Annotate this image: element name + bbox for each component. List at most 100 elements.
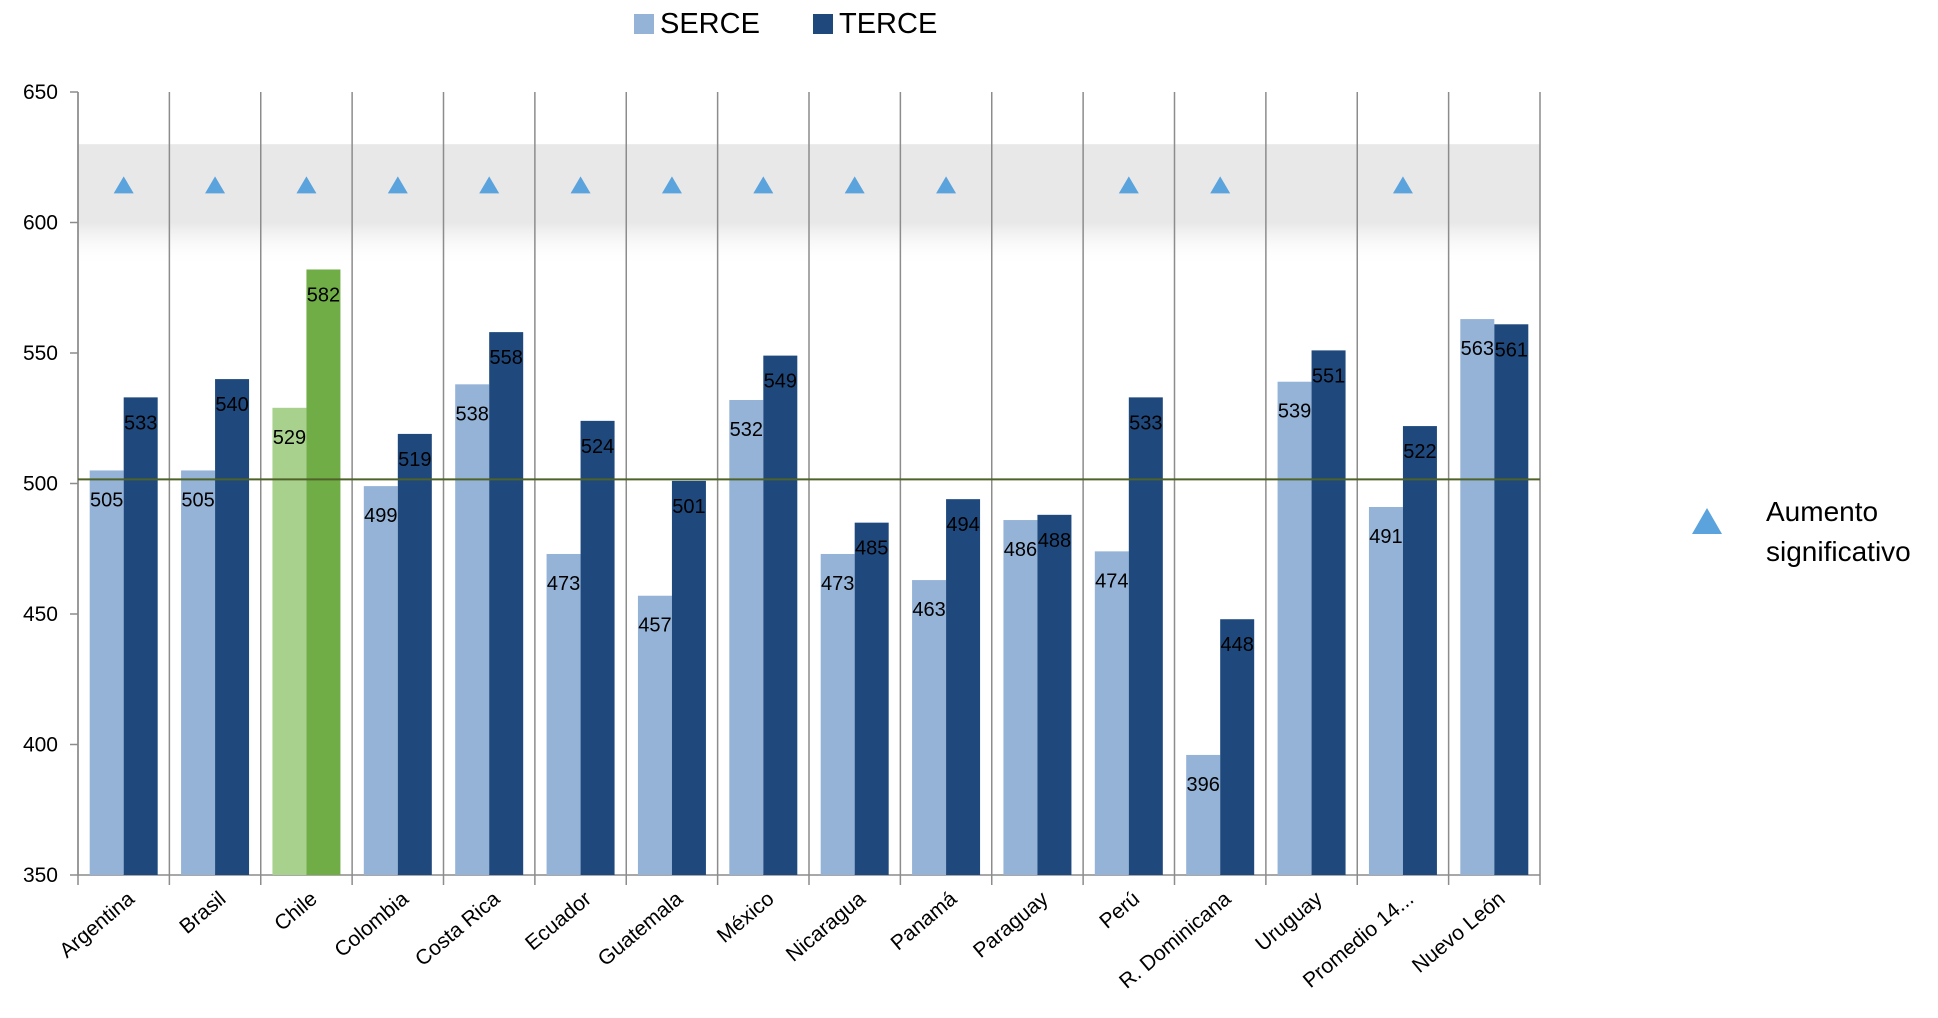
bar-serce [89, 470, 124, 875]
bar-serce [729, 399, 764, 875]
bar-serce [637, 595, 672, 875]
triangle-up-icon [479, 176, 500, 194]
y-tick-label: 350 [23, 864, 58, 887]
bar-terce [1037, 514, 1072, 875]
bar-terce [306, 269, 341, 876]
data-label-terce: 522 [1403, 441, 1436, 463]
data-label-serce: 473 [547, 573, 580, 595]
bar-terce [1220, 619, 1255, 875]
data-label-serce: 505 [90, 489, 123, 511]
marker-legend-text: Aumento significativo [1766, 492, 1911, 572]
legend-label-serce: SERCE [660, 7, 760, 40]
data-label-terce: 540 [215, 394, 248, 416]
bar-serce [363, 486, 398, 875]
data-label-serce: 486 [1004, 539, 1037, 561]
category-label: Paraguay [969, 887, 1053, 963]
category-label: Nuevo León [1408, 887, 1510, 977]
y-tick-label: 400 [23, 734, 58, 757]
triangle-up-icon [844, 176, 865, 194]
data-label-terce: 524 [581, 436, 614, 458]
category-label: Argentina [55, 887, 139, 963]
bar-serce [820, 553, 855, 875]
data-label-terce: 582 [307, 284, 340, 306]
triangle-up-icon [1118, 176, 1139, 194]
category-label: Perú [1095, 887, 1144, 933]
triangle-up-icon [753, 176, 774, 194]
data-label-serce: 457 [638, 615, 671, 637]
triangle-up-icon [296, 176, 317, 194]
data-label-serce: 505 [181, 489, 214, 511]
legend-label-terce: TERCE [839, 7, 938, 40]
data-label-terce: 501 [672, 496, 705, 518]
category-label: Colombia [330, 887, 413, 962]
bar-terce [215, 379, 250, 875]
data-label-terce: 485 [855, 538, 888, 560]
bar-terce [1402, 426, 1437, 875]
triangle-up-icon [1210, 176, 1231, 194]
triangle-up-icon [1392, 176, 1413, 194]
category-label: Costa Rica [411, 887, 505, 971]
data-label-serce: 463 [912, 599, 945, 621]
data-label-serce: 396 [1187, 774, 1220, 796]
bar-terce [1494, 324, 1529, 875]
legend-item-terce: TERCE [813, 4, 937, 44]
marker-legend-line-2: significativo [1766, 536, 1911, 567]
data-label-serce: 563 [1461, 338, 1494, 360]
bar-serce [181, 470, 216, 875]
bar-serce [1368, 506, 1403, 875]
bar-serce [1003, 520, 1038, 875]
category-label: México [713, 887, 779, 947]
data-label-terce: 561 [1495, 339, 1528, 361]
bar-serce [912, 580, 947, 875]
bar-serce [1186, 754, 1221, 875]
data-label-terce: 448 [1221, 634, 1254, 656]
data-label-serce: 491 [1369, 526, 1402, 548]
bar-serce [546, 553, 581, 875]
triangle-up-icon [936, 176, 957, 194]
triangle-up-icon [387, 176, 408, 194]
data-label-terce: 519 [398, 449, 431, 471]
triangle-up-icon [570, 176, 591, 194]
triangle-up-icon [113, 176, 134, 194]
y-tick-label: 500 [23, 473, 58, 496]
data-label-terce: 558 [490, 347, 523, 369]
triangle-up-icon [205, 176, 226, 194]
bar-serce [1094, 551, 1129, 875]
bar-terce [854, 522, 889, 875]
triangle-up-icon [661, 176, 682, 194]
marker-legend-line-1: Aumento [1766, 496, 1879, 527]
y-tick-label: 550 [23, 342, 58, 365]
data-label-terce: 549 [764, 371, 797, 393]
data-label-terce: 494 [946, 514, 979, 536]
marker-legend: Aumento significativo [1690, 492, 1930, 572]
y-tick-label: 450 [23, 603, 58, 626]
category-label: Chile [270, 887, 321, 935]
category-label: Guatemala [594, 887, 688, 971]
category-label: Uruguay [1251, 887, 1327, 956]
data-label-serce: 539 [1278, 401, 1311, 423]
bar-terce [1128, 397, 1163, 875]
category-label: Brasil [175, 887, 230, 938]
triangle-up-icon [1692, 508, 1722, 534]
top-legend: SERCE TERCE [0, 4, 1550, 44]
bar-serce [1277, 381, 1312, 875]
bar-terce [763, 355, 798, 875]
bar-terce [580, 420, 615, 875]
bar-serce [1460, 319, 1495, 875]
data-label-serce: 538 [456, 403, 489, 425]
category-label: Ecuador [521, 887, 596, 955]
data-label-terce: 551 [1312, 365, 1345, 387]
category-label: Nicaragua [782, 887, 870, 966]
y-tick-label: 650 [23, 81, 58, 104]
data-label-serce: 474 [1095, 570, 1128, 592]
data-label-serce: 532 [730, 419, 763, 441]
bar-terce [123, 397, 158, 875]
legend-swatch-terce [813, 14, 833, 34]
legend-item-serce: SERCE [634, 4, 760, 44]
bar-terce [671, 480, 706, 875]
category-label: Panamá [887, 887, 962, 955]
bar-terce [1311, 350, 1346, 875]
data-label-serce: 473 [821, 573, 854, 595]
data-label-serce: 529 [273, 427, 306, 449]
